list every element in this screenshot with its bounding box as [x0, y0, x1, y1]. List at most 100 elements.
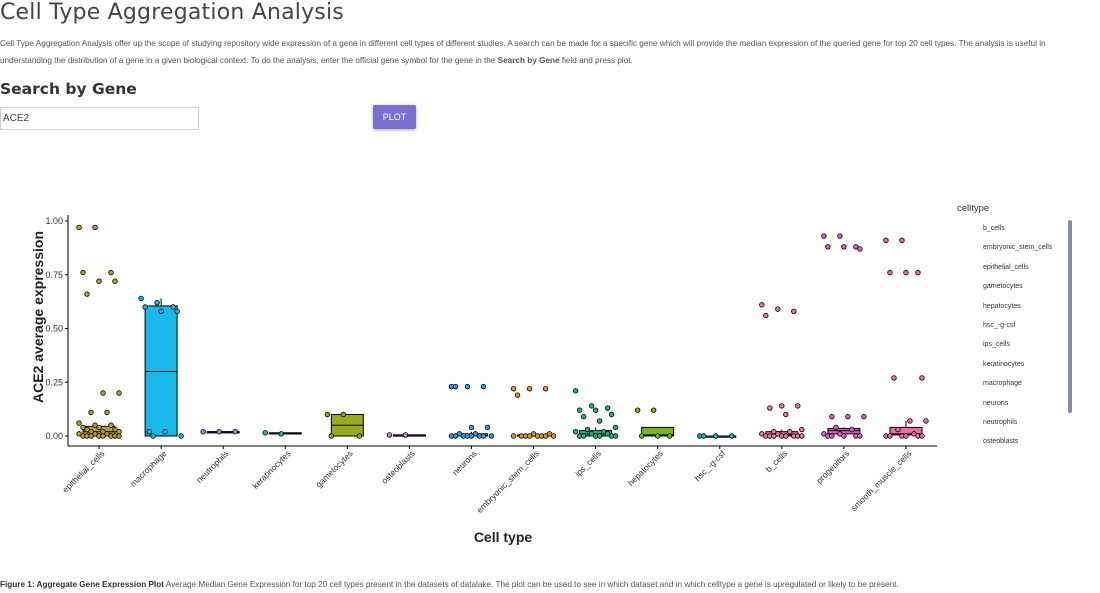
data-point: [829, 413, 835, 420]
data-point: [795, 403, 801, 409]
data-point: [546, 431, 553, 437]
data-point: [108, 422, 114, 428]
data-point: [262, 430, 268, 436]
y-tick-label: 0.75: [45, 270, 63, 280]
data-point: [88, 433, 94, 439]
data-point: [612, 424, 619, 431]
data-point: [452, 433, 459, 439]
data-point: [480, 433, 487, 439]
data-point: [550, 433, 557, 439]
legend-item: hsc_-g-csf: [983, 321, 1016, 329]
data-point: [779, 403, 785, 409]
data-point: [76, 431, 82, 437]
data-point: [324, 411, 331, 418]
legend: celltype b_cells embryonic_stem_cells epit…: [957, 203, 1075, 453]
intro-bold-text: Search by Gene: [497, 56, 560, 65]
legend-item: ips_cells: [983, 341, 1010, 349]
data-point: [791, 308, 797, 314]
data-point: [92, 422, 98, 428]
x-tick-label: gametocytes: [314, 448, 355, 489]
page-title: Cell Type Aggregation Analysis: [0, 0, 344, 25]
data-point: [907, 418, 913, 424]
data-point: [340, 411, 347, 418]
y-tick-label: 0.50: [45, 324, 63, 334]
x-tick-label: embryonic_stem_cells: [474, 448, 541, 515]
data-point: [833, 424, 839, 431]
figure-caption: Figure 1: Aggregate Gene Expression Plot…: [0, 580, 899, 589]
data-point: [604, 405, 611, 411]
data-point: [887, 269, 893, 276]
gene-symbol-input[interactable]: [0, 107, 199, 130]
data-point: [468, 424, 475, 431]
data-point: [783, 411, 789, 418]
data-point: [76, 224, 82, 231]
data-point: [526, 433, 533, 439]
legend-item: embryonic_stem_cells: [983, 244, 1053, 252]
data-point: [464, 383, 471, 390]
data-point: [853, 244, 859, 250]
data-point: [116, 390, 122, 396]
data-point: [80, 269, 86, 276]
legend-scrollbar[interactable]: [1068, 220, 1072, 413]
data-point: [356, 433, 363, 439]
data-point: [596, 418, 603, 424]
data-point: [763, 312, 769, 319]
box-group: [82, 298, 923, 438]
data-point: [158, 308, 164, 314]
x-tick-label: hepatocytes: [626, 448, 665, 487]
caption-label: Figure 1: Aggregate Gene Expression Plot: [0, 580, 164, 589]
data-point: [829, 433, 835, 439]
caption-text: Average Median Gene Expression for top 2…: [165, 580, 899, 589]
x-tick-label: keratinocytes: [250, 448, 292, 490]
data-point: [638, 433, 645, 439]
data-point: [588, 403, 595, 409]
data-point: [386, 432, 393, 438]
intro-paragraph: Cell Type Aggregation Analysis offer up …: [0, 35, 1098, 69]
data-point: [116, 433, 122, 439]
x-axis-label: Cell type: [474, 529, 533, 545]
data-point: [100, 390, 106, 396]
x-axis: epithelial_cells macrophage neutrophils ker…: [60, 446, 913, 515]
search-heading: Search by Gene: [0, 80, 137, 98]
data-point: [402, 432, 409, 438]
data-point: [468, 433, 475, 439]
data-point: [572, 388, 579, 394]
data-point: [162, 428, 168, 435]
y-axis: 0.00 0.25 0.50 0.75 1.00: [45, 215, 937, 447]
data-point: [608, 411, 615, 418]
data-point: [488, 433, 495, 439]
data-point: [915, 269, 921, 276]
box-macrophage: [144, 305, 178, 437]
data-point: [857, 433, 863, 439]
data-point: [903, 269, 909, 276]
data-point: [96, 278, 102, 284]
data-point: [112, 278, 118, 284]
data-point: [108, 269, 114, 276]
legend-title: celltype: [957, 203, 990, 214]
x-tick-label: ips_cells: [573, 448, 603, 478]
y-axis-label: ACE2 average expression: [30, 231, 46, 403]
data-point: [600, 428, 607, 435]
x-tick-label: b_cells: [763, 448, 789, 474]
data-point: [903, 433, 909, 439]
data-point: [514, 392, 521, 398]
legend-item: gametocytes: [983, 283, 1023, 291]
plot-button[interactable]: PLOT: [373, 105, 416, 129]
data-point: [887, 433, 893, 439]
x-tick-label: epithelial_cells: [60, 448, 106, 494]
data-point: [701, 433, 707, 439]
data-point: [104, 431, 110, 437]
data-point: [328, 433, 335, 439]
data-point: [146, 428, 152, 435]
expression-box-plot: 0.00 0.25 0.50 0.75 1.00 epithelial_cells mac…: [30, 215, 937, 545]
legend-item: epithelial_cells: [983, 263, 1029, 271]
data-point: [530, 431, 537, 437]
box-progenitors: [827, 427, 861, 435]
data-point: [650, 407, 657, 413]
data-point: [542, 385, 549, 392]
legend-item: neurons: [983, 399, 1009, 407]
data-point: [612, 433, 619, 439]
data-point: [510, 385, 517, 392]
data-point: [767, 405, 773, 411]
data-point: [654, 433, 661, 439]
